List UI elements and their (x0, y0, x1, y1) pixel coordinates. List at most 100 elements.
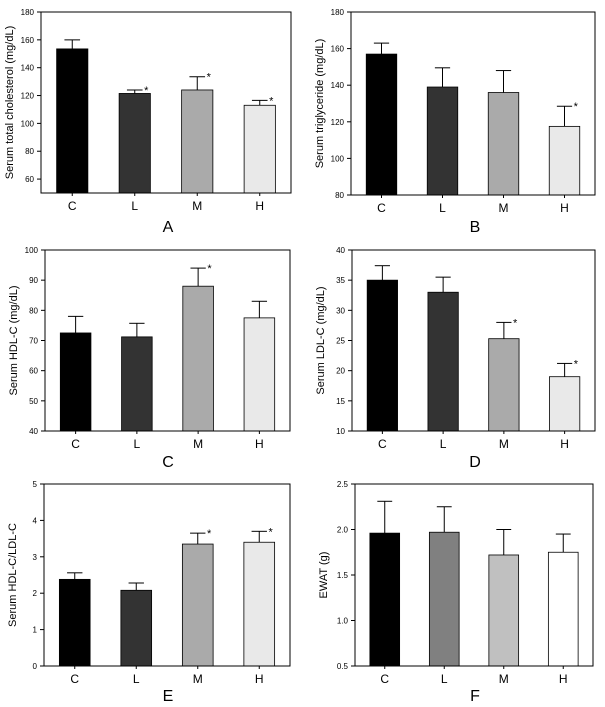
significance-star: * (268, 526, 273, 538)
x-tick-label: H (559, 672, 568, 686)
x-tick-label: H (560, 437, 569, 451)
bar (369, 532, 401, 667)
x-tick-label: H (255, 199, 264, 213)
bar (182, 285, 214, 432)
bar (547, 551, 579, 667)
plot-frame (44, 249, 291, 432)
panel-letter: E (163, 688, 174, 705)
y-tick-label: 100 (331, 154, 345, 163)
bar (243, 317, 276, 432)
bar (59, 332, 92, 432)
y-tick-label: 35 (336, 276, 345, 285)
x-tick-label: H (255, 672, 264, 686)
y-tick-label: 25 (336, 337, 345, 346)
y-tick-label: 0 (33, 662, 38, 671)
bar (427, 291, 459, 432)
significance-star: * (513, 317, 518, 329)
y-axis-label: Serum HDL-C (mg/dL) (8, 285, 20, 395)
bar (243, 104, 276, 194)
y-tick-label: 0.5 (337, 662, 349, 671)
y-tick-label: 20 (336, 367, 345, 376)
y-axis-label: EWAT (g) (318, 552, 330, 599)
bar (549, 376, 581, 432)
y-tick-label: 120 (331, 118, 345, 127)
x-tick-label: C (70, 672, 79, 686)
x-tick-label: L (440, 437, 447, 451)
x-tick-label: C (68, 199, 77, 213)
bar (426, 86, 459, 196)
x-tick-label: L (133, 672, 140, 686)
panel-c: C L * M H 40 50 60 70 80 90 100 Serum HDL-C (mg/dL) C (8, 246, 291, 471)
panel-d: C L * M * H 10 15 20 25 30 35 40 Serum LDL-C (mg/dL) D (315, 246, 596, 471)
y-tick-label: 50 (29, 397, 38, 406)
x-tick-label: M (193, 437, 203, 451)
y-tick-label: 80 (29, 306, 38, 315)
y-axis-label: Serum LDL-C (mg/dL) (315, 286, 327, 394)
bar (120, 589, 153, 667)
significance-star: * (574, 101, 579, 113)
x-tick-label: M (193, 672, 203, 686)
panel-letter: D (469, 454, 481, 471)
x-tick-label: M (499, 672, 509, 686)
bar (365, 53, 398, 196)
plot-frame (350, 11, 596, 196)
y-tick-label: 160 (21, 36, 35, 45)
significance-star: * (269, 95, 274, 107)
y-tick-label: 2.0 (337, 526, 349, 535)
significance-star: * (574, 358, 579, 370)
y-tick-label: 180 (331, 8, 345, 17)
x-tick-label: M (192, 199, 202, 213)
y-tick-label: 4 (33, 516, 38, 525)
x-tick-label: M (499, 201, 509, 215)
bar (428, 531, 460, 667)
bar (181, 543, 214, 667)
y-tick-label: 60 (29, 367, 38, 376)
panel-letter: A (163, 219, 174, 236)
x-tick-label: H (560, 201, 569, 215)
bar (243, 541, 276, 667)
y-tick-label: 100 (21, 119, 35, 128)
bar (118, 93, 151, 194)
bar (121, 336, 153, 432)
bar (56, 48, 89, 194)
y-tick-label: 80 (25, 147, 34, 156)
y-tick-label: 180 (21, 8, 35, 17)
bar (181, 89, 214, 194)
plot-frame (351, 249, 596, 432)
y-tick-label: 1.5 (337, 571, 349, 580)
y-tick-label: 10 (336, 427, 345, 436)
y-tick-label: 15 (336, 397, 345, 406)
x-tick-label: L (134, 437, 141, 451)
bar (487, 92, 520, 196)
significance-star: * (207, 72, 212, 84)
x-tick-label: L (439, 201, 446, 215)
x-tick-label: L (131, 199, 138, 213)
y-tick-label: 2 (33, 589, 38, 598)
panel-letter: B (470, 219, 481, 236)
x-tick-label: C (380, 672, 389, 686)
y-tick-label: 1.0 (337, 617, 349, 626)
y-tick-label: 80 (335, 191, 344, 200)
bar (366, 279, 398, 432)
panel-f: C L M H 0.5 1.0 1.5 2.0 2.5 EWAT (g) F (318, 480, 594, 705)
y-tick-label: 120 (21, 92, 35, 101)
y-tick-label: 5 (33, 480, 38, 489)
plot-frame (43, 483, 291, 667)
y-axis-label: Serum HDL-C/LDL-C (7, 523, 19, 627)
bar (488, 338, 520, 432)
y-tick-label: 60 (25, 175, 34, 184)
x-tick-label: C (71, 437, 80, 451)
y-tick-label: 30 (336, 306, 345, 315)
significance-star: * (207, 263, 212, 275)
x-tick-label: M (499, 437, 509, 451)
panel-b: C L M * H 80 100 120 140 160 180 Serum triglyceride… (314, 8, 596, 236)
plot-frame (354, 483, 594, 667)
y-tick-label: 160 (331, 45, 345, 54)
panel-a: C * L * M * H 60 80 100 120 140 160 180 Serum total ch… (4, 8, 292, 236)
significance-star: * (207, 528, 212, 540)
y-axis-label: Serum triglyceride (mg/dL) (314, 39, 326, 169)
y-tick-label: 1 (33, 626, 38, 635)
y-tick-label: 140 (21, 64, 35, 73)
y-tick-label: 70 (29, 337, 38, 346)
